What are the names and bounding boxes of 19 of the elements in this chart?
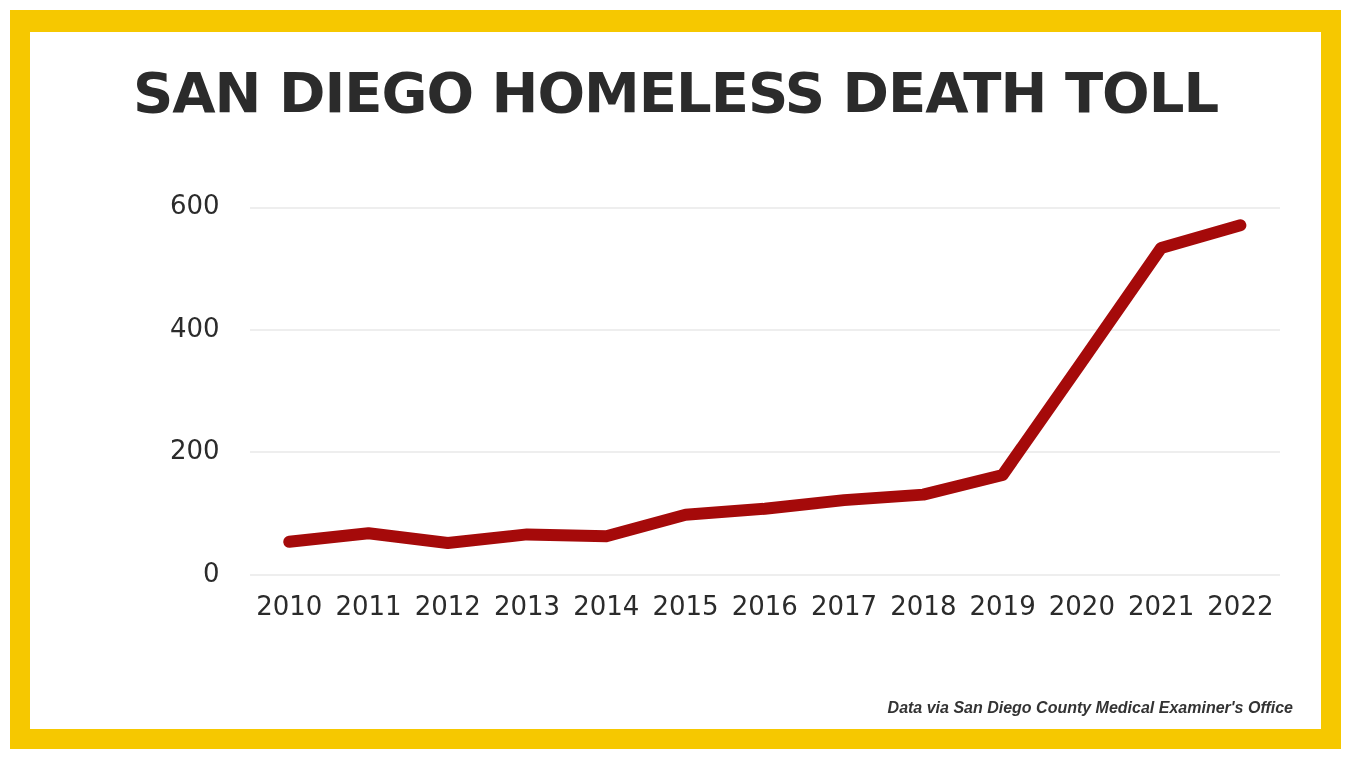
y-tick-label: 0 xyxy=(203,557,220,588)
x-tick-label: 2019 xyxy=(969,591,1036,622)
y-tick-label: 200 xyxy=(169,435,220,466)
x-tick-label: 2012 xyxy=(414,591,481,622)
x-tick-label: 2015 xyxy=(652,591,719,622)
x-tick-label: 2010 xyxy=(256,591,323,622)
y-tick-label: 400 xyxy=(169,312,220,343)
x-tick-label: 2011 xyxy=(335,591,402,622)
x-tick-label: 2017 xyxy=(810,591,878,622)
x-tick-label: 2013 xyxy=(493,591,561,622)
text: Data via San Diego County Medical Examiner's Office xyxy=(887,699,1293,717)
chart-title: SAN DIEGO HOMELESS DEATH TOLL xyxy=(131,60,1220,125)
x-tick-label: 2014 xyxy=(573,591,640,622)
x-tick-label: 2020 xyxy=(1048,591,1115,622)
x-tick-label: 2021 xyxy=(1128,591,1195,622)
y-tick-label: 600 xyxy=(169,190,220,221)
x-tick-label: 2018 xyxy=(890,591,957,622)
x-tick-label: 2016 xyxy=(731,591,798,622)
x-tick-label: 2022 xyxy=(1207,591,1274,622)
